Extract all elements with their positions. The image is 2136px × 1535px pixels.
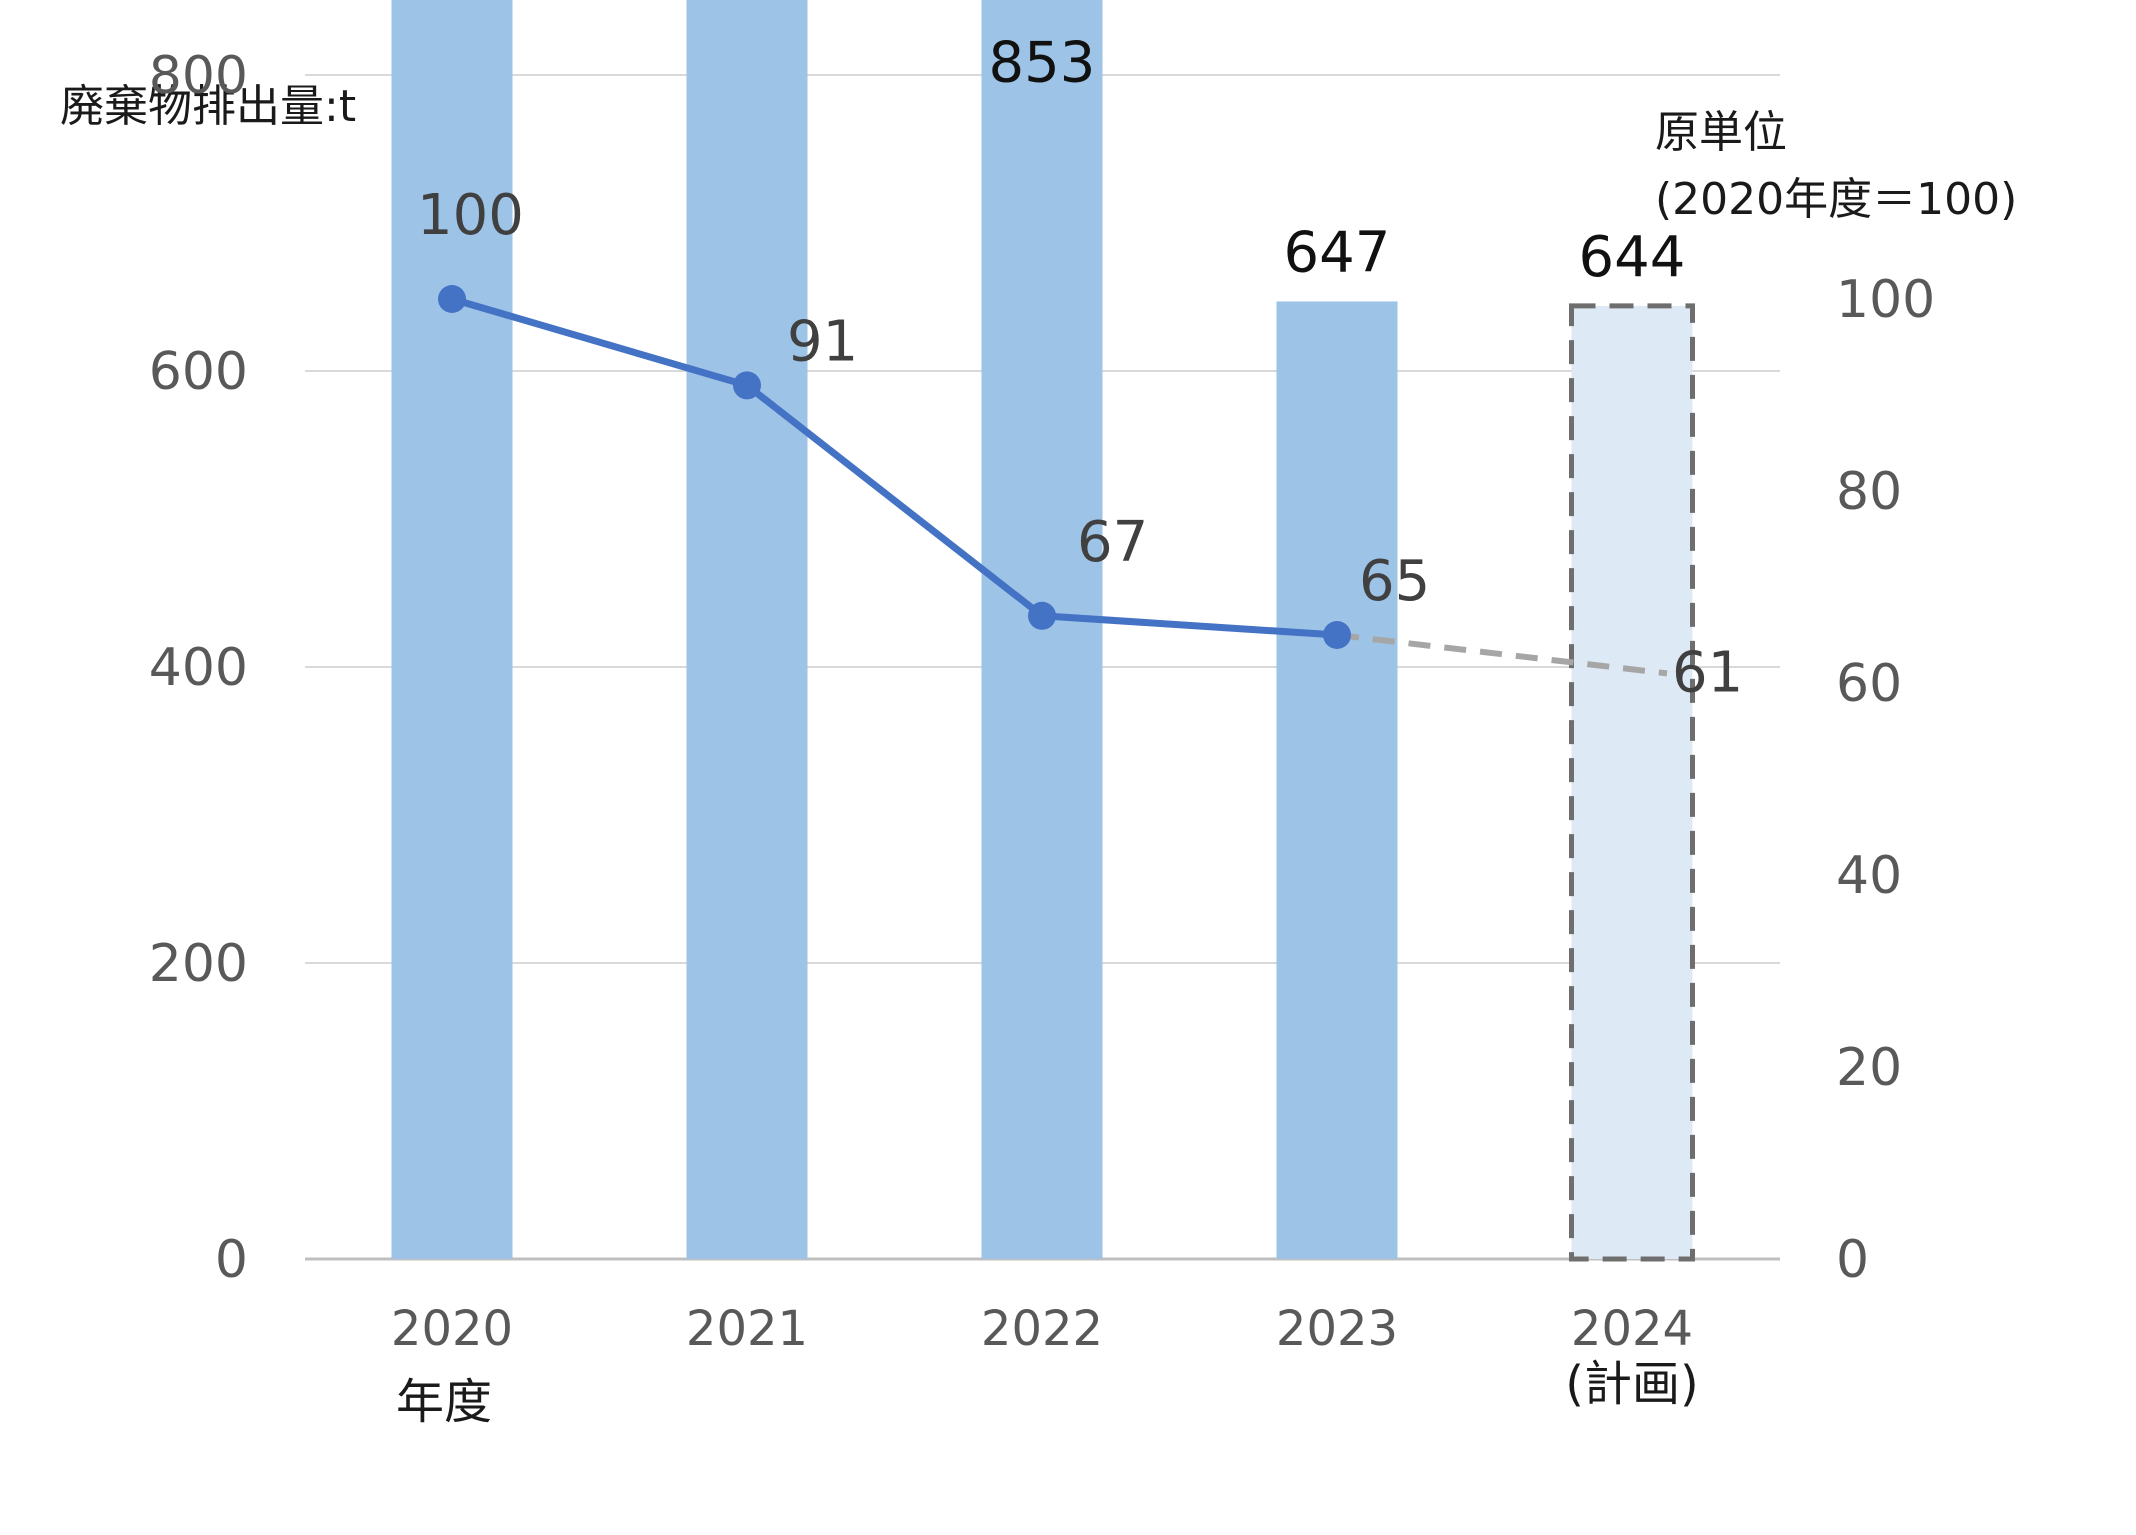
right-axis-title-line1: 原単位: [1655, 107, 1787, 158]
y-right-tick-label: 100: [1836, 270, 1935, 330]
y-left-tick-label: 600: [149, 342, 248, 402]
x-tick-label: 2021: [686, 1301, 808, 1357]
bar: [391, 0, 513, 1259]
line-value-label: 91: [787, 309, 858, 374]
y-left-tick-label: 0: [215, 1230, 248, 1290]
y-left-tick-label: 200: [149, 934, 248, 994]
x-tick-label: 2020: [391, 1301, 513, 1357]
y-left-tick-label: 800: [149, 46, 248, 106]
bar: [686, 0, 808, 1259]
y-left-tick-label: 400: [149, 638, 248, 698]
line-value-label: 67: [1077, 510, 1148, 575]
bar-value-label: 853: [989, 31, 1096, 96]
line-marker: [1323, 621, 1351, 649]
y-right-tick-label: 80: [1836, 462, 1902, 522]
data-labels: 1,1131,01685364764410091676561: [417, 31, 1743, 706]
x-tick-sublabel: (計画): [1565, 1356, 1698, 1412]
y-right-tick-label: 60: [1836, 654, 1902, 714]
line-planned: [1336, 632, 1668, 677]
y-right-tick-label: 20: [1836, 1038, 1902, 1098]
line-actual: [451, 295, 1338, 639]
line-marker: [438, 285, 466, 313]
right-axis-title-line2: (2020年度＝100): [1655, 174, 2018, 225]
y-right-tick-label: 40: [1836, 846, 1902, 906]
bar-value-label: 644: [1579, 225, 1686, 290]
line-value-label: 100: [417, 183, 524, 248]
x-tick-label: 2023: [1276, 1301, 1398, 1357]
x-tick-label: 2024: [1571, 1301, 1693, 1357]
line-value-label: 65: [1359, 549, 1430, 614]
left-axis-title: 廃棄物排出量:t: [60, 81, 357, 132]
x-axis-unit-label: 年度: [396, 1374, 493, 1430]
bar: [1276, 301, 1398, 1259]
line-marker: [733, 371, 761, 400]
line-value-label: 61: [1672, 640, 1743, 705]
x-tick-label: 2022: [981, 1301, 1103, 1357]
y-right-tick-label: 0: [1836, 1230, 1869, 1290]
axis-ticks: 02004006008001,0001,20002040608010020202…: [149, 46, 1936, 1412]
line-series: [438, 285, 1668, 677]
bar-value-label: 647: [1284, 220, 1391, 285]
line-marker: [1028, 601, 1056, 630]
bar-planned: [1569, 303, 1695, 1262]
